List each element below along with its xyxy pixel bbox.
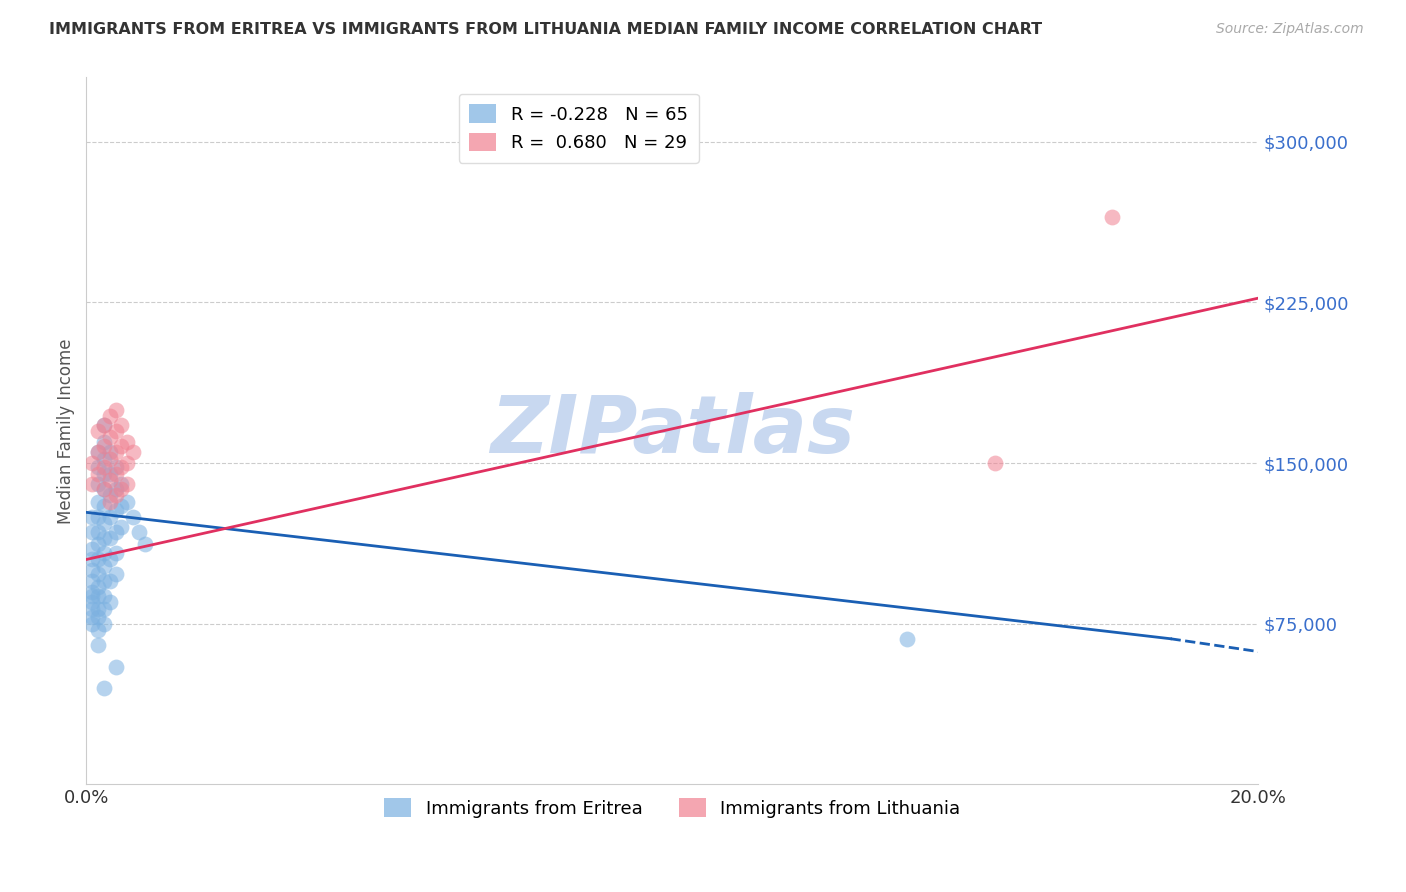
Point (93, 558, 115, 573)
Point (110, 460, 132, 475)
Point (98, 531, 121, 545)
Point (82, 552, 104, 566)
Point (98, 494, 121, 508)
Text: Source: ZipAtlas.com: Source: ZipAtlas.com (1216, 22, 1364, 37)
Point (82, 541, 104, 556)
Point (93, 574, 115, 588)
Point (104, 467, 127, 481)
Point (82, 574, 104, 588)
Point (82, 589, 104, 603)
Point (122, 445, 145, 459)
Point (104, 402, 127, 417)
Point (110, 482, 132, 496)
Point (87, 580, 110, 594)
Point (93, 516, 115, 530)
Point (93, 482, 115, 496)
Point (1101, 210, 1123, 224)
Point (110, 477, 132, 491)
Point (87, 494, 110, 508)
Point (93, 681, 115, 695)
Point (128, 524, 150, 539)
Point (93, 589, 115, 603)
Point (82, 509, 104, 524)
Point (104, 503, 127, 517)
Point (93, 616, 115, 631)
Point (122, 509, 145, 524)
Point (87, 424, 110, 438)
Point (93, 601, 115, 615)
Point (93, 439, 115, 453)
Point (82, 524, 104, 539)
Point (896, 632, 918, 646)
Point (134, 537, 156, 551)
Point (98, 467, 121, 481)
Legend: Immigrants from Eritrea, Immigrants from Lithuania: Immigrants from Eritrea, Immigrants from… (377, 791, 967, 825)
Point (87, 589, 110, 603)
Point (87, 610, 110, 624)
Point (87, 601, 110, 615)
Text: IMMIGRANTS FROM ERITREA VS IMMIGRANTS FROM LITHUANIA MEDIAN FAMILY INCOME CORREL: IMMIGRANTS FROM ERITREA VS IMMIGRANTS FR… (49, 22, 1042, 37)
Point (983, 456, 1005, 470)
Point (87, 467, 110, 481)
Point (87, 537, 110, 551)
Point (117, 477, 139, 491)
Point (117, 494, 139, 508)
Point (82, 584, 104, 599)
Point (110, 520, 132, 534)
Point (93, 546, 115, 560)
Point (93, 482, 115, 496)
Point (87, 524, 110, 539)
Y-axis label: Median Family Income: Median Family Income (58, 338, 75, 524)
Point (104, 488, 127, 502)
Point (93, 434, 115, 449)
Point (82, 595, 104, 609)
Point (98, 409, 121, 423)
Point (104, 424, 127, 438)
Point (117, 434, 139, 449)
Point (82, 456, 104, 470)
Point (104, 567, 127, 582)
Point (87, 567, 110, 582)
Point (93, 531, 115, 545)
Point (110, 439, 132, 453)
Point (98, 488, 121, 502)
Point (82, 563, 104, 577)
Point (98, 430, 121, 444)
Point (110, 499, 132, 513)
Point (93, 451, 115, 466)
Point (87, 445, 110, 459)
Point (110, 417, 132, 432)
Point (82, 610, 104, 624)
Point (87, 552, 110, 566)
Point (82, 477, 104, 491)
Point (93, 417, 115, 432)
Point (104, 445, 127, 459)
Point (87, 445, 110, 459)
Point (98, 574, 121, 588)
Point (104, 546, 127, 560)
Point (98, 451, 121, 466)
Point (93, 460, 115, 475)
Point (93, 499, 115, 513)
Point (104, 482, 127, 496)
Point (104, 460, 127, 475)
Point (82, 601, 104, 615)
Point (117, 456, 139, 470)
Point (98, 473, 121, 487)
Point (93, 467, 115, 481)
Point (82, 616, 104, 631)
Point (98, 509, 121, 524)
Point (104, 524, 127, 539)
Point (87, 623, 110, 637)
Point (98, 445, 121, 459)
Point (98, 552, 121, 566)
Text: ZIPatlas: ZIPatlas (489, 392, 855, 470)
Point (87, 638, 110, 652)
Point (87, 509, 110, 524)
Point (87, 460, 110, 475)
Point (104, 659, 127, 673)
Point (98, 595, 121, 609)
Point (93, 417, 115, 432)
Point (87, 477, 110, 491)
